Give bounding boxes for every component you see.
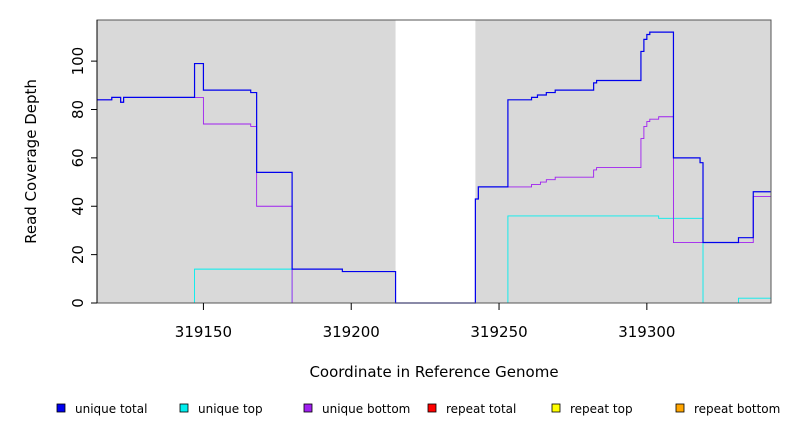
y-tick-label-0: 0: [69, 298, 87, 308]
y-tick-label-40: 40: [69, 197, 87, 216]
x-tick-label-319150: 319150: [175, 323, 232, 341]
series-line-unique-bottom: [97, 96, 771, 304]
x-axis-title: Coordinate in Reference Genome: [309, 363, 558, 381]
y-tick-label-60: 60: [69, 148, 87, 167]
shaded-region-0: [97, 20, 396, 303]
legend: unique total unique top unique bottom repea…: [56, 402, 780, 416]
shaded-region-1: [475, 20, 771, 303]
y-tick-label-80: 80: [69, 100, 87, 119]
x-tick-label-319250: 319250: [470, 323, 527, 341]
x-tick-label-319200: 319200: [323, 323, 380, 341]
legend-label-repeat-top: repeat top: [570, 402, 633, 416]
shaded-regions: [97, 20, 771, 303]
legend-swatch-unique-bottom: [303, 403, 313, 413]
legend-swatch-repeat-total: [427, 403, 437, 413]
legend-label-repeat-total: repeat total: [446, 402, 516, 416]
legend-label-unique-bottom: unique bottom: [322, 402, 410, 416]
axes: 0 20 40 60 80 100 319150 319200 319250 319300: [69, 20, 675, 341]
legend-label-unique-total: unique total: [75, 402, 147, 416]
y-tick-label-100: 100: [69, 47, 87, 76]
legend-swatch-repeat-bottom: [675, 403, 685, 413]
legend-swatch-unique-total: [56, 403, 66, 413]
x-tick-label-319300: 319300: [618, 323, 675, 341]
y-axis-title: Read Coverage Depth: [22, 79, 40, 244]
y-tick-label-20: 20: [69, 245, 87, 264]
legend-label-repeat-bottom: repeat bottom: [694, 402, 780, 416]
series-line-unique-total: [97, 31, 771, 304]
legend-swatch-unique-top: [179, 403, 189, 413]
legend-swatch-repeat-top: [551, 403, 561, 413]
legend-label-unique-top: unique top: [198, 402, 263, 416]
